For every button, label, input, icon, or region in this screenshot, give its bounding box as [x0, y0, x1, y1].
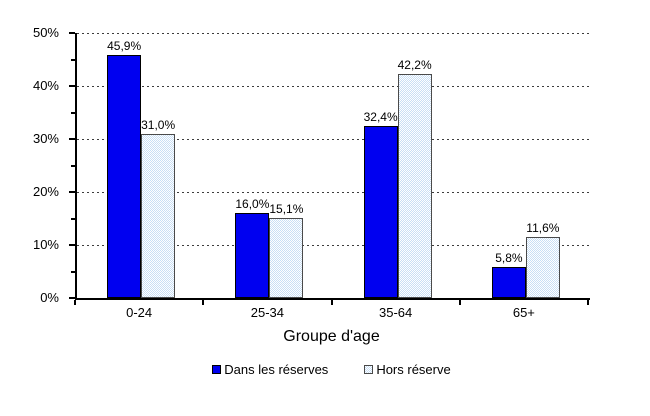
legend-item-dans-les-reserves: Dans les réserves: [212, 362, 328, 377]
x-axis-category-labels: 0-24 25-34 35-64 65+: [75, 305, 588, 320]
y-major-tick: [69, 32, 75, 34]
outlined-square-icon: [364, 365, 374, 374]
y-major-tick: [69, 191, 75, 193]
bar-value-label: 15,1%: [269, 201, 304, 216]
x-category-label: 65+: [512, 305, 535, 320]
bar-series0-0-24: 45,9%: [107, 39, 141, 298]
y-minor-tick: [71, 270, 75, 273]
bar-value-label: 32,4%: [363, 110, 398, 125]
y-tick-label: 0%: [40, 290, 59, 305]
bar-series0-25-34: 16,0%: [235, 197, 269, 298]
y-tick-label: 50%: [32, 25, 59, 40]
y-tick-label: 10%: [32, 237, 59, 252]
x-boundary-tick: [331, 300, 333, 305]
bars-layer: 45,9% 31,0% 16,0% 15,1% 32,4% 42,2% 5,8% 11,6%: [77, 33, 590, 298]
bar-value-label: 31,0%: [141, 117, 176, 132]
category-slot-0-24: 45,9% 31,0%: [77, 33, 205, 298]
y-major-tick: [69, 138, 75, 140]
x-boundary-tick: [587, 300, 589, 305]
category-slot-35-64: 32,4% 42,2%: [334, 33, 462, 298]
x-category-label: 25-34: [250, 305, 284, 320]
gridline: [77, 139, 590, 140]
gridline: [77, 192, 590, 193]
y-major-tick: [69, 244, 75, 246]
category-slot-65+: 5,8% 11,6%: [462, 33, 590, 298]
bar-series1-65+: 11,6%: [525, 221, 560, 298]
bar-value-label: 42,2%: [397, 58, 432, 73]
y-major-tick: [69, 85, 75, 87]
bar-series0-35-64: 32,4%: [364, 110, 398, 298]
y-minor-tick: [71, 217, 75, 220]
bar-series1-25-34: 15,1%: [269, 202, 303, 298]
bar-value-label: 11,6%: [526, 220, 560, 235]
y-tick-label: 20%: [32, 184, 59, 199]
gridline: [77, 245, 590, 246]
y-axis-labels: 0% 10% 20% 30% 40% 50%: [0, 26, 67, 305]
x-boundary-tick: [74, 300, 76, 305]
y-minor-tick: [71, 111, 75, 114]
gridline: [77, 86, 590, 87]
filled-square-icon: [212, 365, 222, 374]
x-boundary-tick: [202, 300, 204, 305]
bar-series0-65+: 5,8%: [491, 251, 526, 298]
bar-value-label: 45,9%: [107, 38, 142, 53]
bar-series1-35-64: 42,2%: [398, 58, 432, 298]
y-tick-label: 40%: [32, 78, 59, 93]
legend-label: Hors réserve: [376, 362, 451, 377]
y-minor-tick: [71, 164, 75, 167]
x-boundary-tick: [459, 300, 461, 305]
bar-series1-0-24: 31,0%: [141, 118, 175, 298]
bar-value-label: 5,8%: [495, 251, 523, 266]
legend-item-hors-reserve: Hors réserve: [364, 362, 451, 377]
plot-area: 45,9% 31,0% 16,0% 15,1% 32,4% 42,2% 5,8% 11,6%: [75, 33, 590, 300]
legend-label: Dans les réserves: [224, 362, 329, 377]
x-axis-title: Groupe d'age: [283, 328, 380, 345]
y-minor-tick: [71, 58, 75, 61]
gridline: [77, 33, 590, 34]
x-category-label: 0-24: [126, 305, 153, 320]
legend: Dans les réserves Hors réserve: [75, 362, 588, 377]
y-tick-label: 30%: [32, 131, 59, 146]
category-slot-25-34: 16,0% 15,1%: [205, 33, 333, 298]
x-category-label: 35-64: [379, 305, 413, 320]
y-major-tick: [69, 297, 75, 299]
bar-value-label: 16,0%: [235, 197, 270, 212]
